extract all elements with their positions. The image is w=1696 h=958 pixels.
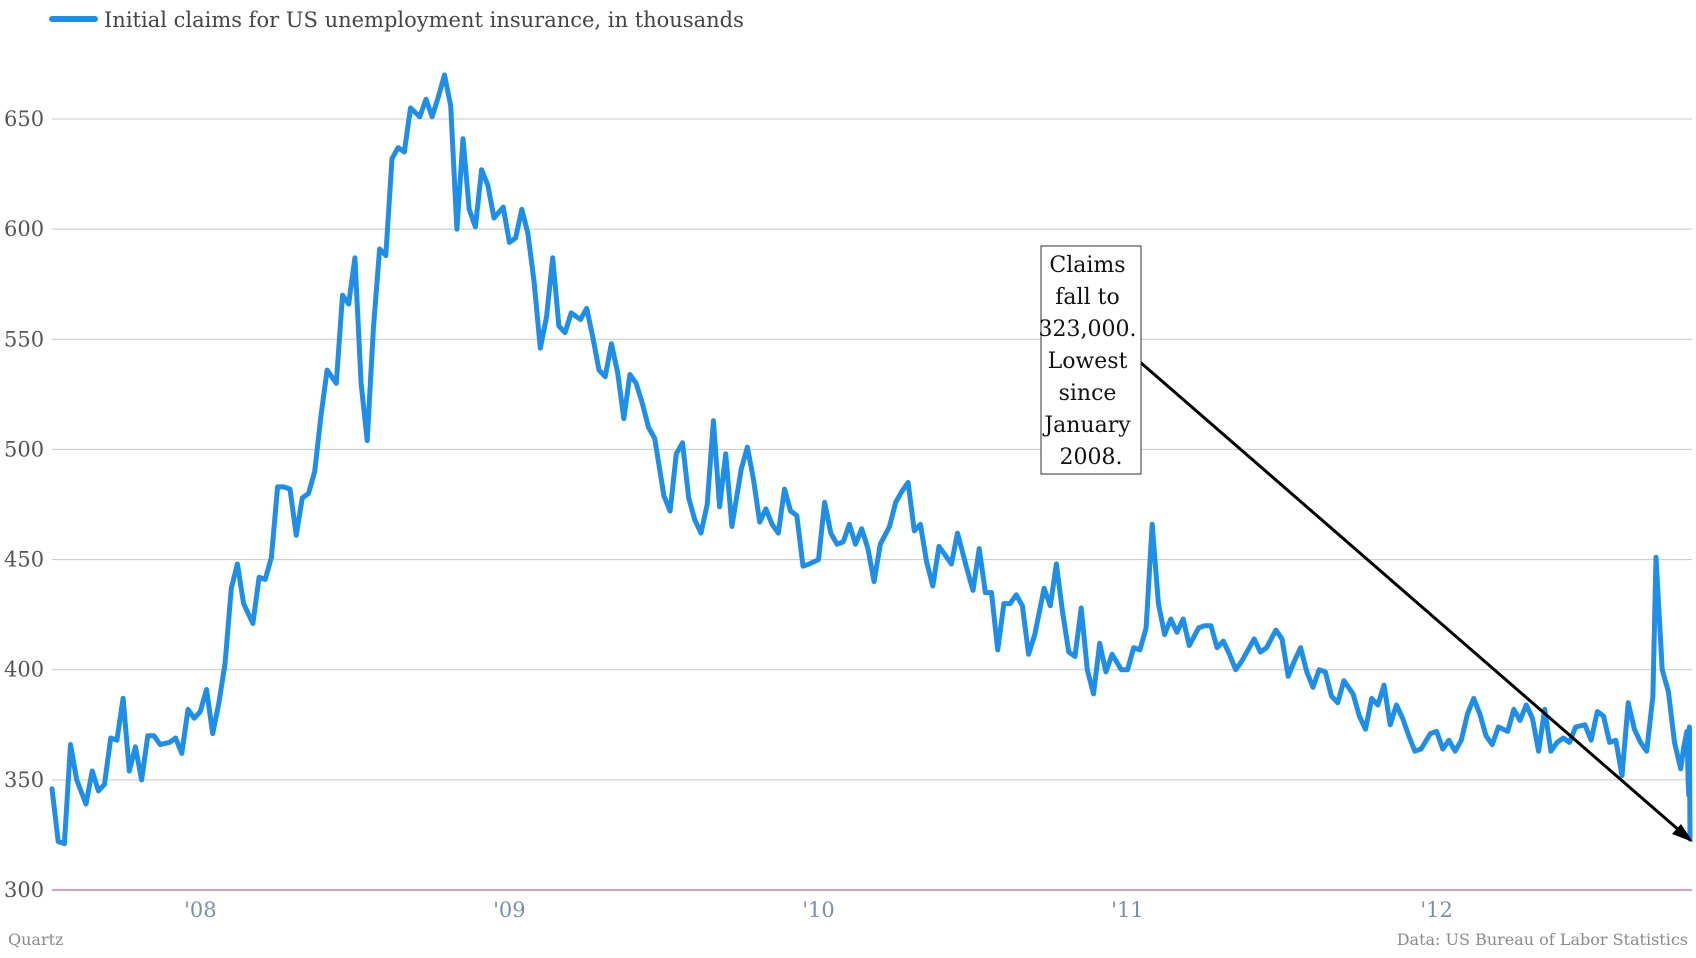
y-tick-label: 650 <box>4 107 44 131</box>
y-tick-label: 600 <box>4 217 44 241</box>
x-tick-label: '11 <box>1111 898 1144 922</box>
x-axis-ticks: '08 '09 '10 '11 '12 <box>184 898 1453 922</box>
annotation: Claims fall to 323,000. Lowest since Jan… <box>1039 245 1693 842</box>
y-tick-label: 550 <box>4 327 44 351</box>
series-line-initial-claims <box>49 72 1693 847</box>
annotation-line: Claims <box>1049 253 1125 278</box>
y-tick-label: 300 <box>4 878 44 902</box>
footer-source-right: Data: US Bureau of Labor Statistics <box>1397 930 1688 949</box>
y-tick-label: 400 <box>4 658 44 682</box>
annotation-line: 2008. <box>1060 445 1123 470</box>
svg-text:Claims fall to 323: Claims fall to 323,000. Lowest since Jan… <box>1039 253 1144 470</box>
y-tick-label: 350 <box>4 768 44 792</box>
x-tick-label: '08 <box>184 898 217 922</box>
x-tick-label: '09 <box>493 898 526 922</box>
annotation-line: 323,000. <box>1039 317 1137 342</box>
x-tick-label: '12 <box>1420 898 1453 922</box>
annotation-arrow <box>1139 360 1689 840</box>
annotation-line: Lowest <box>1048 349 1128 374</box>
annotation-line: since <box>1059 381 1117 406</box>
gridlines <box>52 118 1692 891</box>
annotation-line: January <box>1042 413 1131 438</box>
annotation-box <box>1040 245 1142 475</box>
y-axis-ticks: 300 350 400 450 500 550 600 650 <box>4 107 44 902</box>
y-tick-label: 450 <box>4 548 44 572</box>
legend: Initial claims for US unemployment insur… <box>49 8 744 32</box>
y-tick-label: 500 <box>4 437 44 461</box>
legend-label: Initial claims for US unemployment insur… <box>104 8 744 32</box>
footer-source-left: Quartz <box>8 930 63 949</box>
annotation-arrowhead <box>1672 824 1693 842</box>
annotation-line: fall to <box>1055 285 1119 310</box>
x-tick-label: '10 <box>802 898 835 922</box>
